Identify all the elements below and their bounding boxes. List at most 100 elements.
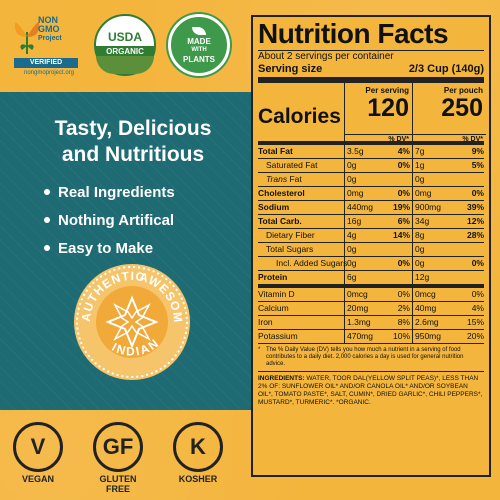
per-pouch-amount: 40mg [415,303,437,313]
per-serving-dv: 4% [397,146,410,156]
calories-label: Calories [258,105,341,128]
table-row: Trans Fat 0g 0g [258,173,484,187]
table-row: Iron 1.3mg 8% 2.6mg 15% [258,316,484,330]
list-item: Nothing Artifical [44,206,175,234]
nutrient-name: Total Sugars [266,244,314,254]
table-row: Saturated Fat 0g 0% 1g 5% [258,159,484,173]
per-pouch-amount: 0g [415,258,425,268]
list-item: Easy to Make [44,234,175,262]
per-pouch-amount: 0g [415,244,425,254]
made-with-plants-badge: MADE WITH PLANTS [168,14,230,76]
table-row: Protein 6g 12g [258,271,484,288]
per-serving-amount: 0g [347,174,357,184]
per-pouch-amount: 34g [415,216,430,226]
per-pouch-amount: 2.6mg [415,317,439,327]
per-serving-dv: 0% [397,258,410,268]
per-serving-amount: 6g [347,272,357,282]
table-row: Potassium 470mg 10% 950mg 20% [258,330,484,344]
calories-block: Calories Per serving 120 % DV* Per servi… [258,83,486,145]
per-serving-dv: 2% [397,303,410,313]
per-serving-amount: 16g [347,216,362,226]
per-pouch-dv: 15% [466,317,484,327]
per-pouch-column: Per serving Per pouch 250 % DV* [412,83,486,145]
per-serving-amount: 0g [347,160,357,170]
per-pouch-dv: 12% [466,216,484,226]
per-pouch-amount: 0mg [415,188,432,198]
per-pouch-dv: 0% [471,289,484,299]
nutrient-name: Cholesterol [258,188,305,198]
per-serving-dv: 0% [397,160,410,170]
usda-organic-seal: USDA ORGANIC [94,14,156,76]
per-pouch-amount: 950mg [415,331,441,341]
vegan-badge: V VEGAN [8,422,68,484]
per-pouch-amount: 1g [415,160,425,170]
per-serving-dv: 0% [397,289,410,299]
per-serving-amount: 20mg [347,303,369,313]
table-row: Cholesterol 0mg 0% 0mg 0% [258,187,484,201]
headline: Tasty, Delicious and Nutritious [54,117,212,166]
nutrient-name: Protein [258,272,288,282]
per-serving-dv: 14% [392,230,410,240]
nutrient-table: Total Fat 3.5g 4% 7g 9% Saturated Fat 0g 0% 1g 5%… [258,145,484,344]
nutrient-name: Dietary Fiber [266,230,315,240]
per-serving-amount: 4g [347,230,357,240]
per-serving-amount: 3.5g [347,146,364,156]
per-pouch-dv: 39% [466,202,484,212]
per-pouch-amount: 8g [415,230,425,240]
table-row: Incl. Added Sugars 0g 0% 0g 0% [258,257,484,271]
gluten-free-badge: GF GLUTEN FREE [88,422,148,494]
non-gmo-badge: NON GMO Project VERIFIED nongmoproject.o… [12,14,82,80]
table-row: Total Carb. 16g 6% 34g 12% [258,215,484,229]
non-gmo-site: nongmoproject.org [23,70,75,76]
list-item: Real Ingredients [44,178,175,206]
per-serving-amount: 470mg [347,331,373,341]
table-row: Total Sugars 0g 0g [258,243,484,257]
calories-per-pouch: 250 [441,94,483,122]
nutrient-name: Incl. Added Sugars [276,258,348,268]
per-serving-amount: 0g [347,244,357,254]
table-row: Calcium 20mg 2% 40mg 4% [258,302,484,316]
per-pouch-dv: 20% [466,331,484,341]
per-pouch-amount: 0g [415,174,425,184]
authentic-indian-emblem: AUTHENTIC AWESOME INDIAN [72,262,190,380]
per-serving-dv: 10% [392,331,410,341]
per-pouch-dv: 0% [471,258,484,268]
table-row: Vitamin D 0mcg 0% 0mcg 0% [258,288,484,302]
per-pouch-amount: 0mcg [415,289,436,299]
non-gmo-text: NON GMO Project [38,15,62,43]
table-row: Total Fat 3.5g 4% 7g 9% [258,145,484,159]
per-pouch-dv: 9% [471,146,484,156]
per-serving-amount: 440mg [347,202,373,212]
per-serving-dv: 6% [397,216,410,226]
table-row: Dietary Fiber 4g 14% 8g 28% [258,229,484,243]
nutrient-name: Trans Fat [266,174,302,184]
nutrient-name: Calcium [258,303,289,313]
certification-badges: NON GMO Project VERIFIED nongmoproject.o… [12,14,230,80]
nutrient-name: Iron [258,317,273,327]
servings-per-container: About 2 servings per container [258,51,394,62]
table-row: Sodium 440mg 19% 900mg 39% [258,201,484,215]
per-pouch-dv: 4% [471,303,484,313]
leaf-icon [192,26,206,35]
verified-label: VERIFIED [14,58,78,68]
per-pouch-amount: 7g [415,146,425,156]
per-pouch-dv: 28% [466,230,484,240]
per-serving-amount: 0g [347,258,357,268]
per-pouch-amount: 12g [415,272,430,282]
nutrient-name: Potassium [258,331,298,341]
calories-per-serving: 120 [367,94,409,122]
nutrient-name: Sodium [258,202,290,212]
per-serving-dv: 0% [397,188,410,198]
nutrient-name: Total Fat [258,146,293,156]
serving-size: Serving size 2/3 Cup (140g) [258,63,484,83]
nutrient-name: Vitamin D [258,289,295,299]
per-serving-amount: 0mcg [347,289,368,299]
nutrition-facts-panel: Nutrition Facts About 2 servings per con… [251,15,491,477]
ingredients: INGREDIENTS: WATER, TOOR DAL(YELLOW SPLI… [258,375,483,406]
per-serving-dv: 8% [397,317,410,327]
per-pouch-amount: 900mg [415,202,441,212]
per-serving-amount: 1.3mg [347,317,371,327]
nutrition-title: Nutrition Facts [258,19,484,51]
per-pouch-dv: 5% [471,160,484,170]
